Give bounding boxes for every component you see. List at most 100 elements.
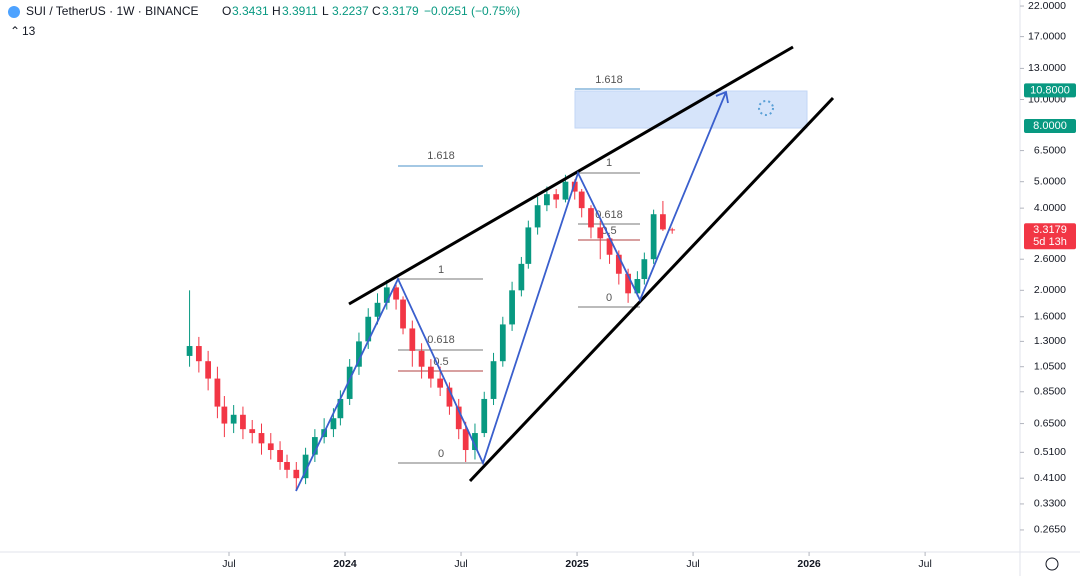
ohlc-label: C	[372, 4, 381, 18]
candle-body	[365, 316, 372, 342]
candle-body	[606, 238, 613, 255]
candle-body	[597, 227, 604, 239]
fib-label: 1	[606, 157, 612, 169]
y-tick-label: 4.0000	[1034, 202, 1066, 214]
fib-label: 1.618	[595, 74, 623, 86]
candle-body	[499, 324, 506, 362]
x-tick-label: Jul	[918, 558, 931, 570]
x-tick-label: 2025	[565, 558, 589, 570]
y-tick-label: 2.6000	[1034, 253, 1066, 265]
candle-body	[544, 194, 550, 206]
y-tick-label: 0.2650	[1034, 524, 1066, 536]
candle-body	[462, 429, 469, 451]
candle-body	[330, 418, 337, 430]
candle-body	[437, 378, 444, 388]
price-tag	[1024, 118, 1076, 133]
y-tick-label: 0.3300	[1034, 498, 1066, 510]
target-zone[interactable]	[574, 90, 808, 129]
projection-arrowhead	[715, 90, 729, 104]
candle-body	[277, 450, 283, 463]
y-tick-label: 1.6000	[1034, 311, 1066, 323]
candle-body	[634, 279, 641, 294]
ohlc-label: L	[322, 4, 329, 18]
y-tick-label: 0.6500	[1034, 417, 1066, 429]
candle-body	[383, 287, 390, 303]
candle-body	[571, 181, 578, 192]
candle-body	[393, 287, 399, 300]
candle-body	[509, 290, 515, 325]
lower-trendline[interactable]	[468, 96, 835, 483]
candle-body	[418, 350, 425, 367]
candle-body	[660, 214, 666, 230]
price-change: −0.0251 (−0.75%)	[424, 4, 520, 18]
y-tick-label: 22.0000	[1028, 0, 1066, 12]
candle-body	[195, 346, 202, 362]
candle-body	[525, 227, 532, 264]
candle-body	[578, 191, 585, 209]
last-price-tag	[1024, 223, 1076, 250]
x-tick-label: Jul	[686, 558, 699, 570]
y-tick-label: 1.0500	[1034, 360, 1066, 372]
ohlc-value: 3.3911	[282, 4, 318, 18]
countdown: 5d 13h	[1033, 236, 1067, 248]
upper-trendline[interactable]	[348, 45, 794, 306]
y-tick-label: 2.0000	[1034, 284, 1066, 296]
candle-body	[490, 361, 497, 399]
candle-body	[337, 398, 344, 419]
candle-body	[428, 366, 434, 379]
x-tick-label: 2026	[797, 558, 821, 570]
y-tick-label: 5.0000	[1034, 175, 1066, 187]
fib-label: 0	[438, 448, 444, 460]
candle-body	[205, 361, 212, 379]
candle-body	[455, 406, 462, 430]
y-tick-label: 6.5000	[1034, 144, 1066, 156]
indicator-toggle[interactable]: ⌃	[10, 24, 20, 38]
settings-button[interactable]	[1045, 557, 1059, 571]
candle-body	[472, 433, 478, 451]
candle-body	[249, 429, 256, 434]
y-tick-label: 0.4100	[1034, 472, 1066, 484]
x-tick-label: 2024	[333, 558, 357, 570]
candle-body	[400, 299, 406, 329]
candle-body	[258, 433, 265, 444]
candle-body	[293, 469, 300, 479]
y-tick-label: 0.8500	[1034, 386, 1066, 398]
y-tick-label: 1.3000	[1034, 335, 1066, 347]
x-tick-label: Jul	[454, 558, 467, 570]
fib-label: 1.618	[427, 150, 455, 162]
candle-body	[221, 406, 228, 424]
ohlc-label: H	[272, 4, 281, 18]
candle-body	[534, 205, 541, 228]
ohlc-value: 3.2237	[332, 4, 369, 18]
candle-body	[446, 387, 453, 407]
candle-body	[284, 462, 290, 470]
candle-body	[588, 208, 594, 228]
symbol-logo[interactable]	[8, 6, 20, 18]
candle-body	[553, 194, 560, 200]
y-tick-label: 0.5100	[1034, 446, 1066, 458]
candle-body	[302, 454, 309, 479]
candle-body	[240, 414, 246, 430]
indicator-count[interactable]: 13	[22, 24, 36, 38]
ohlc-value: 3.3179	[382, 4, 419, 18]
symbol-title[interactable]: SUI / TetherUS · 1W · BINANCE	[26, 4, 198, 18]
candle-body	[311, 437, 318, 455]
candle-body	[346, 366, 353, 399]
candle-body	[562, 181, 569, 200]
projection-path[interactable]	[295, 91, 727, 492]
fib-label: 0	[606, 292, 612, 304]
candle-body	[374, 302, 381, 317]
price-tag-label: 10.8000	[1030, 84, 1070, 96]
price-tag	[1024, 83, 1076, 98]
candle-body	[615, 254, 622, 274]
candle-body	[267, 443, 274, 451]
candle-body	[650, 214, 657, 260]
candle-body	[186, 346, 193, 356]
candle-body	[518, 263, 525, 291]
candle-body	[625, 273, 631, 294]
candle-body	[409, 328, 416, 351]
y-tick-label: 13.0000	[1028, 62, 1066, 74]
candle-body	[214, 378, 221, 407]
ohlc-label: O	[222, 4, 231, 18]
